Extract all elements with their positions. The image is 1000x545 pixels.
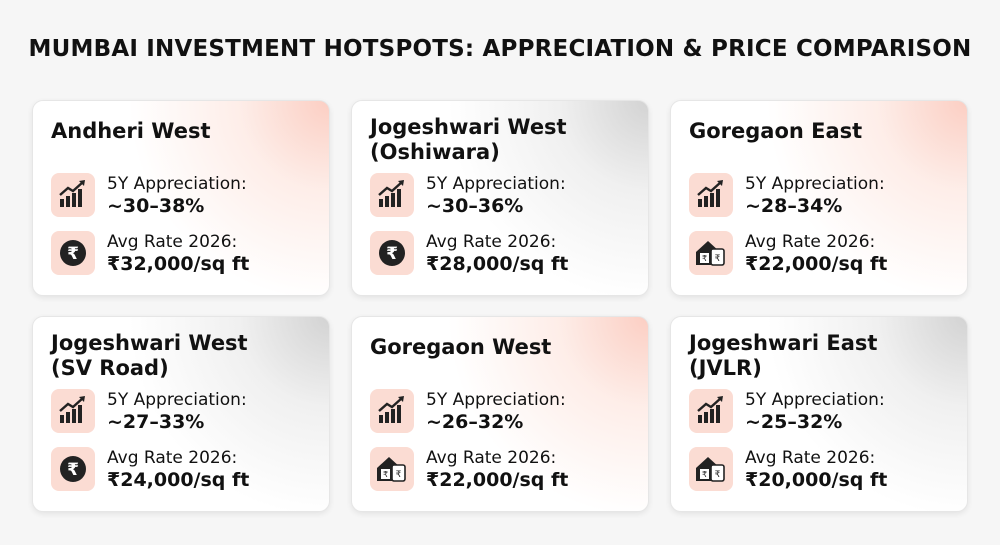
house-icon: [689, 231, 733, 275]
rate-row: Avg Rate 2026: ₹22,000/sq ft: [370, 447, 640, 493]
value: ~27–33%: [107, 411, 205, 433]
label: Avg Rate 2026:: [107, 232, 238, 252]
rate-row: Avg Rate 2026: ₹20,000/sq ft: [689, 447, 959, 493]
appreciation-row: 5Y Appreciation: ~27–33%: [51, 389, 321, 435]
card: Andheri West 5Y Appreciation: ~30–38% Avg…: [32, 100, 330, 296]
chart-icon: [370, 173, 414, 217]
card-name: Andheri West: [51, 119, 211, 143]
card-name: Goregaon West: [370, 335, 552, 359]
label: 5Y Appreciation:: [426, 174, 566, 194]
label: Avg Rate 2026:: [745, 232, 876, 252]
value: ~30–38%: [107, 195, 205, 217]
chart-icon: [689, 173, 733, 217]
rate-row: Avg Rate 2026: ₹28,000/sq ft: [370, 231, 640, 277]
value: ₹20,000/sq ft: [745, 469, 888, 491]
rate-row: Avg Rate 2026: ₹32,000/sq ft: [51, 231, 321, 277]
label: Avg Rate 2026:: [426, 448, 557, 468]
value: ~26–32%: [426, 411, 524, 433]
card: Goregaon West 5Y Appreciation: ~26–32% Av…: [351, 316, 649, 512]
rate-row: Avg Rate 2026: ₹22,000/sq ft: [689, 231, 959, 277]
card: Jogeshwari West (SV Road) 5Y Appreciatio…: [32, 316, 330, 512]
chart-icon: [51, 173, 95, 217]
appreciation-row: 5Y Appreciation: ~25–32%: [689, 389, 959, 435]
house-icon: [370, 447, 414, 491]
value: ~28–34%: [745, 195, 843, 217]
rate-row: Avg Rate 2026: ₹24,000/sq ft: [51, 447, 321, 493]
value: ₹32,000/sq ft: [107, 253, 250, 275]
card: Goregaon East 5Y Appreciation: ~28–34% Av…: [670, 100, 968, 296]
label: Avg Rate 2026:: [107, 448, 238, 468]
card-name: Jogeshwari West (SV Road): [51, 331, 248, 380]
appreciation-row: 5Y Appreciation: ~26–32%: [370, 389, 640, 435]
rupee-icon: [51, 447, 95, 491]
value: ₹28,000/sq ft: [426, 253, 569, 275]
appreciation-row: 5Y Appreciation: ~28–34%: [689, 173, 959, 219]
label: 5Y Appreciation:: [426, 390, 566, 410]
value: ~30–36%: [426, 195, 524, 217]
appreciation-row: 5Y Appreciation: ~30–38%: [51, 173, 321, 219]
card: Jogeshwari West (Oshiwara) 5Y Appreciati…: [351, 100, 649, 296]
appreciation-row: 5Y Appreciation: ~30–36%: [370, 173, 640, 219]
label: 5Y Appreciation:: [745, 174, 885, 194]
value: ₹22,000/sq ft: [426, 469, 569, 491]
label: Avg Rate 2026:: [426, 232, 557, 252]
value: ₹24,000/sq ft: [107, 469, 250, 491]
card: Jogeshwari East (JVLR) 5Y Appreciation: ~…: [670, 316, 968, 512]
title: MUMBAI INVESTMENT HOTSPOTS: APPRECIATION…: [28, 36, 972, 62]
label: 5Y Appreciation:: [107, 174, 247, 194]
card-name: Jogeshwari West (Oshiwara): [370, 115, 567, 164]
rupee-icon: [370, 231, 414, 275]
house-icon: [689, 447, 733, 491]
rupee-icon: [51, 231, 95, 275]
label: 5Y Appreciation:: [107, 390, 247, 410]
value: ₹22,000/sq ft: [745, 253, 888, 275]
value: ~25–32%: [745, 411, 843, 433]
chart-icon: [51, 389, 95, 433]
card-name: Goregaon East: [689, 119, 863, 143]
label: 5Y Appreciation:: [745, 390, 885, 410]
label: Avg Rate 2026:: [745, 448, 876, 468]
card-name: Jogeshwari East (JVLR): [689, 331, 878, 380]
chart-icon: [689, 389, 733, 433]
chart-icon: [370, 389, 414, 433]
